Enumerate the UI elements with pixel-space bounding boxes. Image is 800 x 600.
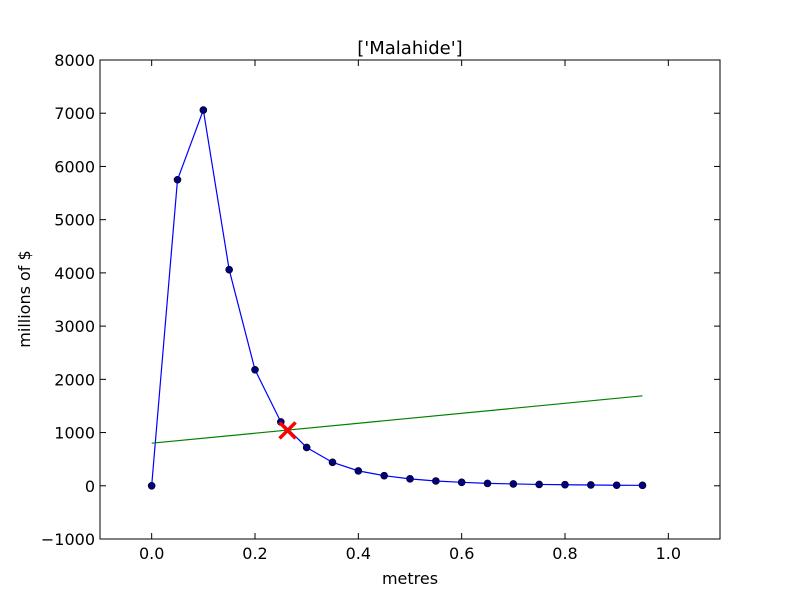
- series-0-point: [535, 480, 543, 489]
- y-tick-label: 8000: [54, 51, 95, 70]
- x-axis-label: metres: [382, 569, 438, 588]
- x-tick-label: 0.8: [552, 544, 577, 563]
- y-tick-label: 7000: [54, 104, 95, 123]
- plot-content: [147, 106, 647, 490]
- series-0-point: [380, 471, 388, 480]
- x-tick-label: 0.6: [449, 544, 474, 563]
- x-tick-label: 1.0: [656, 544, 681, 563]
- y-axis-label: millions of $: [15, 250, 34, 347]
- x-tick-label: 0.0: [139, 544, 164, 563]
- y-tick-label: −1000: [41, 530, 95, 549]
- series-0-point: [457, 478, 466, 487]
- series-0-point: [432, 477, 440, 485]
- chart-title: ['Malahide']: [357, 38, 462, 59]
- series-0-point: [354, 467, 363, 475]
- series-0-point: [483, 479, 492, 488]
- y-tick-label: 3000: [54, 317, 95, 336]
- series-0-point: [406, 475, 414, 483]
- x-tick-label: 0.4: [346, 544, 371, 563]
- series-0-point: [147, 481, 156, 490]
- series-0-point: [199, 106, 208, 114]
- series-0-point: [509, 480, 518, 488]
- x-tick-label: 0.2: [242, 544, 267, 563]
- series-0-point: [612, 481, 621, 490]
- y-tick-label: 1000: [54, 424, 95, 443]
- ticks-layer: 0.0 0.2 0.4 0.6 0.8 1.0 −1000 0 1000 2000 3000 4000…: [41, 51, 720, 563]
- series-0-point: [638, 481, 647, 490]
- y-tick-label: 2000: [54, 370, 95, 389]
- series-0-line: [151, 107, 643, 486]
- series-0-point: [328, 458, 337, 467]
- y-tick-label: 4000: [54, 264, 95, 283]
- x-marker-stroke: [278, 421, 297, 440]
- y-tick-label: 5000: [54, 211, 95, 230]
- series-0-point: [302, 443, 311, 452]
- series-1-line: [151, 395, 643, 444]
- y-tick-label: 0: [85, 477, 95, 496]
- intersection-x-marker: [278, 421, 297, 440]
- plot-frame: [99, 59, 721, 540]
- series-0-point: [173, 175, 182, 184]
- series-0-point: [561, 480, 569, 489]
- series-0-point: [587, 481, 595, 489]
- y-tick-label: 6000: [54, 157, 95, 176]
- series-0-point: [225, 265, 233, 274]
- series-0-point: [251, 365, 259, 374]
